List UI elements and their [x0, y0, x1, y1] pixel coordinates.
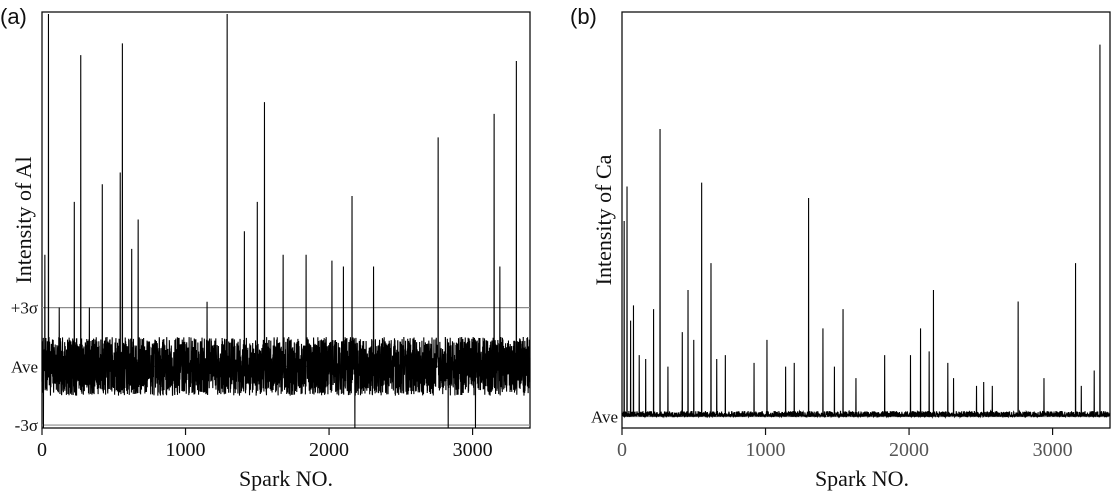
x-tick-label: 0	[37, 439, 47, 461]
panel-b-frame	[621, 11, 1111, 429]
panel-a-label: (a)	[0, 4, 27, 29]
panel-b-reference-labels: Ave	[591, 408, 618, 427]
intensity-trace	[621, 44, 1111, 419]
panel-a-frame	[41, 11, 531, 429]
panel-a-y-axis-title: Intensity of Al	[11, 156, 36, 283]
panel-a-x-ticks: 0 1000 2000 3000	[37, 428, 493, 461]
panel-a-x-axis-title: Spark NO.	[239, 466, 333, 491]
panel-a-reference-labels: +3σ Ave -3σ	[11, 299, 38, 435]
panel-b-series	[621, 44, 1111, 419]
panel-a: (a) +3σ Ave -3σ 0 1000 2000 3000 Spark NO. In…	[0, 4, 531, 491]
panel-b-x-axis-title: Spark NO.	[815, 466, 909, 491]
panel-a-series	[41, 13, 531, 429]
panel-b-y-axis-title: Intensity of Ca	[591, 154, 616, 285]
x-tick-label: 1000	[166, 439, 206, 461]
x-tick-label: 1000	[746, 439, 786, 461]
panel-b-x-ticks: 0 1000 2000 3000	[617, 428, 1073, 461]
panel-b-label: (b)	[570, 4, 597, 29]
x-tick-label: 3000	[453, 439, 493, 461]
x-tick-label: 0	[617, 439, 627, 461]
reference-line-label: +3σ	[11, 299, 38, 318]
x-tick-label: 2000	[309, 439, 349, 461]
reference-line-label: Ave	[11, 357, 38, 376]
x-tick-label: 2000	[889, 439, 929, 461]
reference-line-label: -3σ	[15, 416, 38, 435]
x-tick-label: 3000	[1033, 439, 1073, 461]
reference-line-label: Ave	[591, 408, 618, 427]
intensity-trace	[41, 13, 531, 429]
panel-b: (b) Ave 0 1000 2000 3000 Spark NO. Intensit…	[570, 4, 1111, 491]
